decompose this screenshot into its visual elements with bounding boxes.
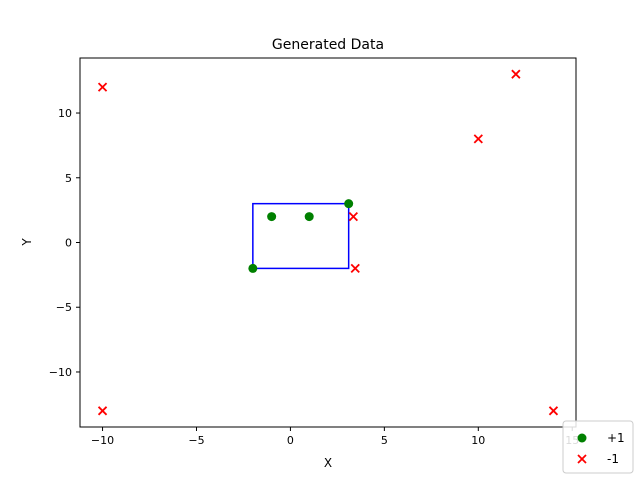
negative-class-point <box>548 406 559 416</box>
y-tick-label: −5 <box>56 301 72 314</box>
legend-marker <box>577 433 587 443</box>
negative-class-point <box>348 211 359 222</box>
x-tick-label: −5 <box>188 434 204 447</box>
legend-marker <box>577 454 587 464</box>
positive-class-point <box>304 212 314 222</box>
legend-box <box>562 420 634 474</box>
negative-class-point <box>350 263 360 274</box>
plot-area-frame <box>79 57 577 428</box>
x-tick-label: −10 <box>91 434 114 447</box>
y-tick-label: 5 <box>65 172 72 185</box>
chart-title: Generated Data <box>272 37 384 53</box>
negative-class-point <box>511 69 521 79</box>
y-axis-label: Y <box>20 238 34 247</box>
x-axis-label: X <box>324 456 332 470</box>
y-tick-label: 10 <box>58 107 72 120</box>
y-tick-label: 0 <box>65 237 72 250</box>
negative-class-point <box>473 134 483 144</box>
negative-class-point <box>97 82 108 92</box>
positive-class-point <box>344 199 354 209</box>
legend: +1 -1 <box>562 420 634 474</box>
negative-class-point <box>97 406 108 416</box>
x-tick-label: 10 <box>471 434 485 447</box>
data-points-layer <box>97 69 559 416</box>
y-tick-label: −10 <box>49 366 72 379</box>
x-tick-label: 0 <box>287 434 294 447</box>
bounding-rectangle <box>252 202 350 270</box>
bounding-rectangle-layer <box>252 202 350 270</box>
legend-label: +1 <box>607 431 625 445</box>
positive-class-point <box>248 263 258 273</box>
x-tick-label: 5 <box>381 434 388 447</box>
legend-label: -1 <box>607 452 619 466</box>
positive-class-point <box>267 212 277 222</box>
